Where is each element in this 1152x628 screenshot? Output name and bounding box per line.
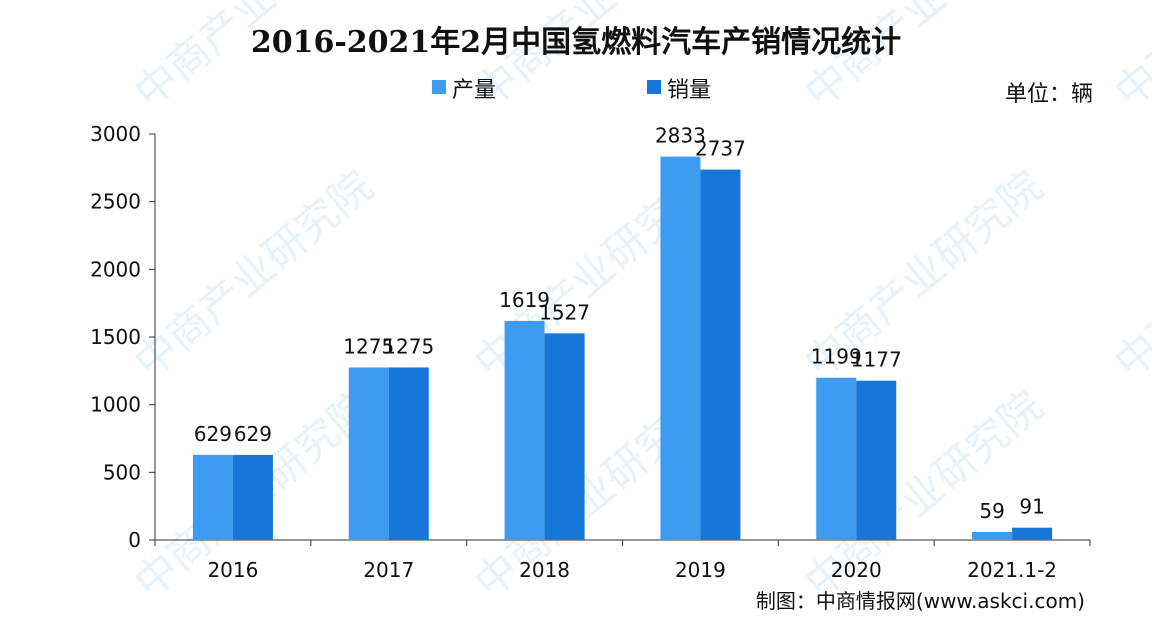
unit-label: 单位：辆: [1005, 82, 1093, 107]
x-tick-label: 2016: [207, 558, 258, 582]
y-tick-label: 2500: [90, 190, 141, 214]
data-label-production: 59: [979, 499, 1004, 523]
y-tick-label: 1000: [90, 393, 141, 417]
data-label-production: 1619: [499, 288, 550, 312]
bars: [192, 156, 1053, 541]
x-tick-label: 2020: [831, 558, 882, 582]
data-label-sales: 629: [234, 422, 272, 446]
data-label-sales: 1177: [851, 348, 902, 372]
y-tick-label: 0: [128, 528, 141, 552]
x-tick-label: 2018: [519, 558, 570, 582]
bar-production: [192, 454, 233, 540]
legend: 产量 销量: [432, 78, 711, 103]
bar-production: [504, 320, 545, 540]
axes: 0 500 1000 1500 2000 2500 3000 2016 2017 2018 2019…: [90, 122, 1091, 582]
data-label-sales: 2737: [695, 137, 746, 161]
x-tick-label: 2017: [363, 558, 414, 582]
bar-sales: [700, 169, 741, 541]
bar-sales: [232, 454, 273, 540]
legend-label-sales: 销量: [667, 78, 711, 103]
bar-production: [348, 367, 389, 540]
bar-sales: [1012, 527, 1053, 540]
data-label-sales: 1527: [539, 300, 590, 324]
data-label-production: 1199: [811, 345, 862, 369]
source-label: 制图：中商情报网(www.askci.com): [756, 589, 1085, 613]
y-tick-label: 3000: [90, 122, 141, 146]
bar-production: [660, 156, 701, 541]
x-tick-label: 2019: [675, 558, 726, 582]
data-label-production: 629: [194, 422, 232, 446]
chart-title: 2016-2021年2月中国氢燃料汽车产销情况统计: [251, 25, 901, 60]
y-tick-label: 2000: [90, 257, 141, 281]
data-label-production: 2833: [655, 124, 706, 148]
bar-production: [972, 532, 1013, 540]
bar-sales: [388, 367, 429, 540]
x-tick-label: 2021.1-2: [967, 558, 1057, 582]
bar-production: [816, 377, 857, 540]
legend-swatch-production: [432, 80, 446, 94]
y-tick-label: 1500: [90, 325, 141, 349]
data-label-sales: 1275: [383, 334, 434, 358]
y-tick-label: 500: [103, 460, 141, 484]
bar-sales: [544, 333, 585, 540]
legend-swatch-sales: [647, 80, 661, 94]
bar-sales: [856, 380, 897, 540]
watermark-text: 中商产业研究院: [1105, 0, 1152, 118]
legend-label-production: 产量: [452, 78, 496, 103]
data-label-production: 1275: [343, 334, 394, 358]
data-label-sales: 91: [1019, 495, 1044, 519]
watermark-text: 中商产业研究院: [1105, 161, 1152, 388]
